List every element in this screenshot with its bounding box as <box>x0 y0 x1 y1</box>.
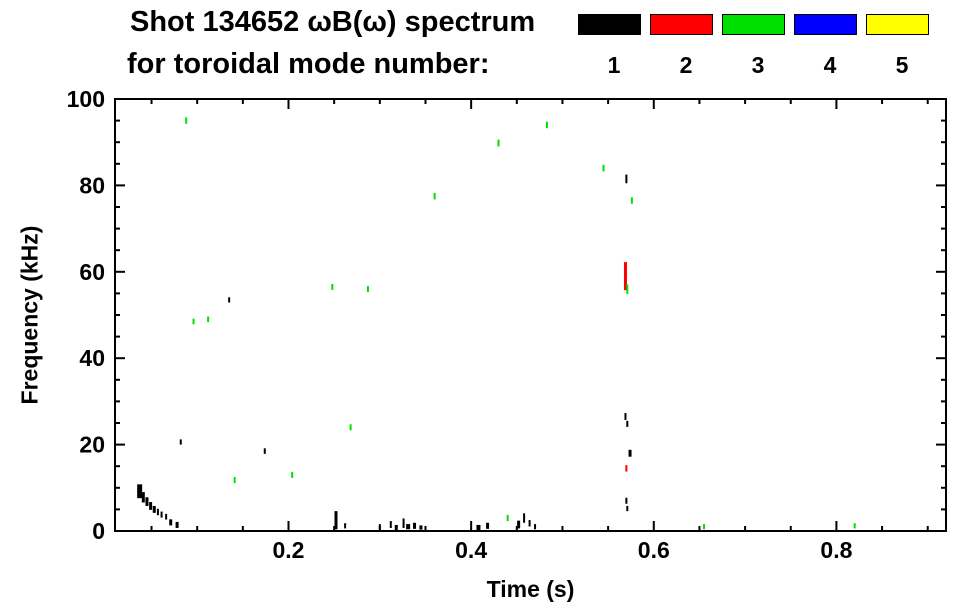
x-tick-label: 0.4 <box>455 537 487 563</box>
y-tick-label: 80 <box>79 172 105 198</box>
data-point-n=3 <box>185 117 188 124</box>
data-point-n=3 <box>626 284 629 294</box>
data-point-n=1 <box>169 519 173 526</box>
legend-swatch-mode-4 <box>794 14 857 35</box>
data-point-n=2 <box>625 465 628 472</box>
data-point-n=1 <box>625 497 628 504</box>
data-point-n=1 <box>476 524 481 531</box>
data-point-n=1 <box>625 174 628 184</box>
legend-swatches <box>578 14 929 35</box>
data-point-n=1 <box>344 523 347 529</box>
y-tick-label: 40 <box>79 345 105 371</box>
data-point-n=1 <box>263 448 266 454</box>
data-point-n=1 <box>628 449 632 457</box>
data-point-n=1 <box>179 439 182 445</box>
data-point-n=1 <box>624 413 627 420</box>
legend-swatch-mode-1 <box>578 14 641 35</box>
data-point-n=1 <box>160 511 163 518</box>
data-point-n=1 <box>137 484 143 499</box>
data-point-n=1 <box>413 522 417 529</box>
data-point-n=1 <box>145 497 149 506</box>
data-point-n=1 <box>528 519 531 527</box>
legend-mode-number-4: 4 <box>823 52 837 78</box>
data-point-n=3 <box>853 523 856 529</box>
data-point-n=1 <box>334 511 338 530</box>
legend-mode-number-1: 1 <box>607 52 621 78</box>
data-point-n=3 <box>506 515 509 522</box>
y-tick-label: 20 <box>79 432 105 458</box>
data-point-n=3 <box>207 316 210 323</box>
x-tick-label: 0.8 <box>820 537 852 563</box>
x-tick-label: 0.2 <box>273 537 305 563</box>
data-point-n=1 <box>165 513 168 520</box>
legend-swatch-mode-2 <box>650 14 713 35</box>
data-point-n=3 <box>545 121 548 129</box>
data-point-n=1 <box>149 502 153 510</box>
legend-mode-number-5: 5 <box>895 52 909 78</box>
data-point-n=1 <box>486 522 490 529</box>
data-point-n=2 <box>623 262 627 291</box>
data-point-n=3 <box>349 424 352 431</box>
data-point-n=3 <box>602 164 605 172</box>
plot-title-line1: Shot 134652 ωB(ω) spectrum <box>130 6 536 38</box>
legend-swatch-mode-5 <box>866 14 929 35</box>
legend-swatch-mode-3 <box>722 14 785 35</box>
x-tick-label: 0.6 <box>638 537 670 563</box>
data-point-n=3 <box>433 192 436 200</box>
data-point-n=3 <box>366 286 369 293</box>
data-point-n=3 <box>630 197 633 204</box>
data-point-n=1 <box>228 297 231 303</box>
data-point-n=1 <box>389 521 392 528</box>
data-point-n=3 <box>703 524 706 530</box>
plot-title-line2: for toroidal mode number: <box>127 48 490 80</box>
y-tick-label: 100 <box>67 86 105 112</box>
y-axis-label: Frequency (kHz) <box>16 225 43 405</box>
data-point-n=1 <box>534 524 537 530</box>
data-point-n=3 <box>291 471 294 478</box>
data-point-n=1 <box>626 505 629 512</box>
data-point-n=1 <box>394 524 398 531</box>
data-point-n=1 <box>152 505 156 513</box>
plot-frame <box>114 98 947 532</box>
x-axis-label: Time (s) <box>486 576 575 602</box>
data-point-n=1 <box>402 518 405 528</box>
legend-mode-number-2: 2 <box>679 52 693 78</box>
data-point-n=1 <box>141 492 145 503</box>
data-point-n=3 <box>192 318 195 325</box>
data-point-n=3 <box>331 283 334 290</box>
data-point-n=1 <box>156 508 159 516</box>
data-point-n=1 <box>626 420 629 427</box>
data-point-n=1 <box>523 513 526 523</box>
data-point-n=1 <box>378 524 381 530</box>
data-point-n=1 <box>175 521 179 528</box>
y-tick-label: 0 <box>92 518 105 544</box>
y-tick-label: 60 <box>79 259 105 285</box>
legend-mode-numbers: 1 2 3 4 5 <box>578 52 938 79</box>
data-point-n=1 <box>419 525 423 530</box>
legend-mode-number-3: 3 <box>751 52 765 78</box>
data-point-n=3 <box>233 477 236 484</box>
data-point-n=1 <box>406 524 411 530</box>
data-point-n=3 <box>497 139 500 147</box>
data-point-n=1 <box>517 520 521 529</box>
